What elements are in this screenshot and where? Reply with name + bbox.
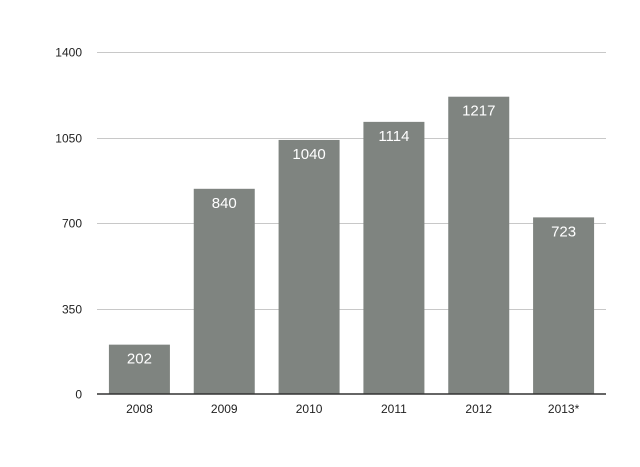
data-label: 1217 [462,103,495,120]
x-tick-label: 2012 [465,402,492,416]
bar [533,217,595,394]
y-tick-label: 1400 [55,46,82,60]
y-tick-label: 700 [62,217,82,231]
data-label: 202 [127,351,152,368]
bar [363,121,425,394]
data-label: 840 [212,195,237,212]
x-tick-label: 2010 [296,402,323,416]
x-tick-label: 2013* [548,402,580,416]
bar [108,344,170,394]
x-tick-label: 2008 [126,402,153,416]
y-tick-labels: 0 350 700 1050 1400 [55,46,82,402]
grid-lines [97,52,606,310]
y-tick-label: 350 [62,303,82,317]
bar [193,188,255,394]
x-tick-label: 2011 [381,402,407,416]
x-tick-labels: 2008 2009 2010 2011 2012 2013* [126,402,580,416]
x-tick-label: 2009 [211,402,238,416]
data-label: 723 [551,223,576,240]
y-tick-label: 1050 [55,132,82,146]
data-label: 1114 [378,128,409,145]
data-label: 1040 [292,146,325,163]
y-tick-label: 0 [75,388,82,402]
bar [278,139,340,394]
data-labels: 202 840 1040 1114 1217 723 [127,103,576,368]
bars [108,96,595,394]
bar [448,96,510,394]
